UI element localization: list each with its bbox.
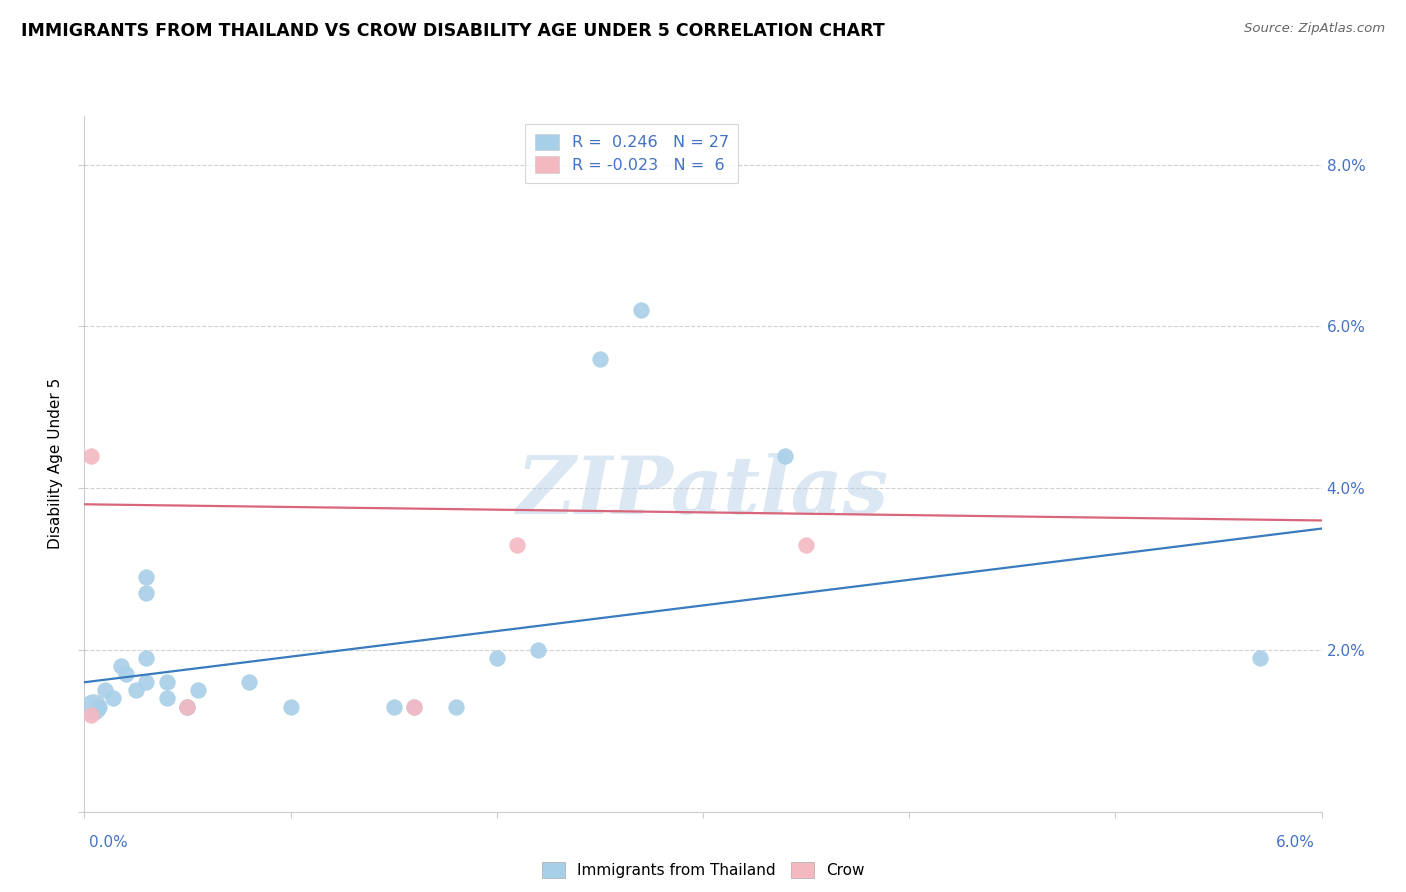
Point: [156, 691, 179, 706]
Point: [176, 699, 198, 714]
Point: [794, 538, 817, 552]
Point: [589, 351, 612, 366]
Point: [404, 699, 426, 714]
Point: [630, 303, 652, 318]
Point: [110, 659, 132, 673]
Point: [135, 586, 157, 600]
Point: [506, 538, 529, 552]
Text: 0.0%: 0.0%: [89, 836, 128, 850]
Point: [176, 699, 198, 714]
Point: [187, 683, 209, 698]
Point: [485, 651, 508, 665]
Legend: Immigrants from Thailand, Crow: Immigrants from Thailand, Crow: [536, 856, 870, 884]
Point: [176, 699, 198, 714]
Point: [238, 675, 260, 690]
Point: [135, 651, 157, 665]
Text: ZIPatlas: ZIPatlas: [517, 453, 889, 531]
Point: [94, 683, 117, 698]
Point: [87, 699, 110, 714]
Point: [114, 667, 136, 681]
Point: [404, 699, 426, 714]
Point: [775, 449, 797, 463]
Point: [135, 675, 157, 690]
Point: [79, 449, 101, 463]
Legend: R =  0.246   N = 27, R = -0.023   N =  6: R = 0.246 N = 27, R = -0.023 N = 6: [526, 124, 738, 183]
Point: [156, 675, 179, 690]
Point: [125, 683, 148, 698]
Point: [444, 699, 467, 714]
Point: [82, 699, 104, 714]
Text: IMMIGRANTS FROM THAILAND VS CROW DISABILITY AGE UNDER 5 CORRELATION CHART: IMMIGRANTS FROM THAILAND VS CROW DISABIL…: [21, 22, 884, 40]
Point: [103, 691, 125, 706]
Text: Source: ZipAtlas.com: Source: ZipAtlas.com: [1244, 22, 1385, 36]
Point: [527, 643, 550, 657]
Text: 6.0%: 6.0%: [1275, 836, 1315, 850]
Point: [280, 699, 302, 714]
Point: [135, 570, 157, 584]
Point: [1249, 651, 1271, 665]
Y-axis label: Disability Age Under 5: Disability Age Under 5: [48, 378, 63, 549]
Point: [382, 699, 405, 714]
Point: [79, 707, 101, 722]
